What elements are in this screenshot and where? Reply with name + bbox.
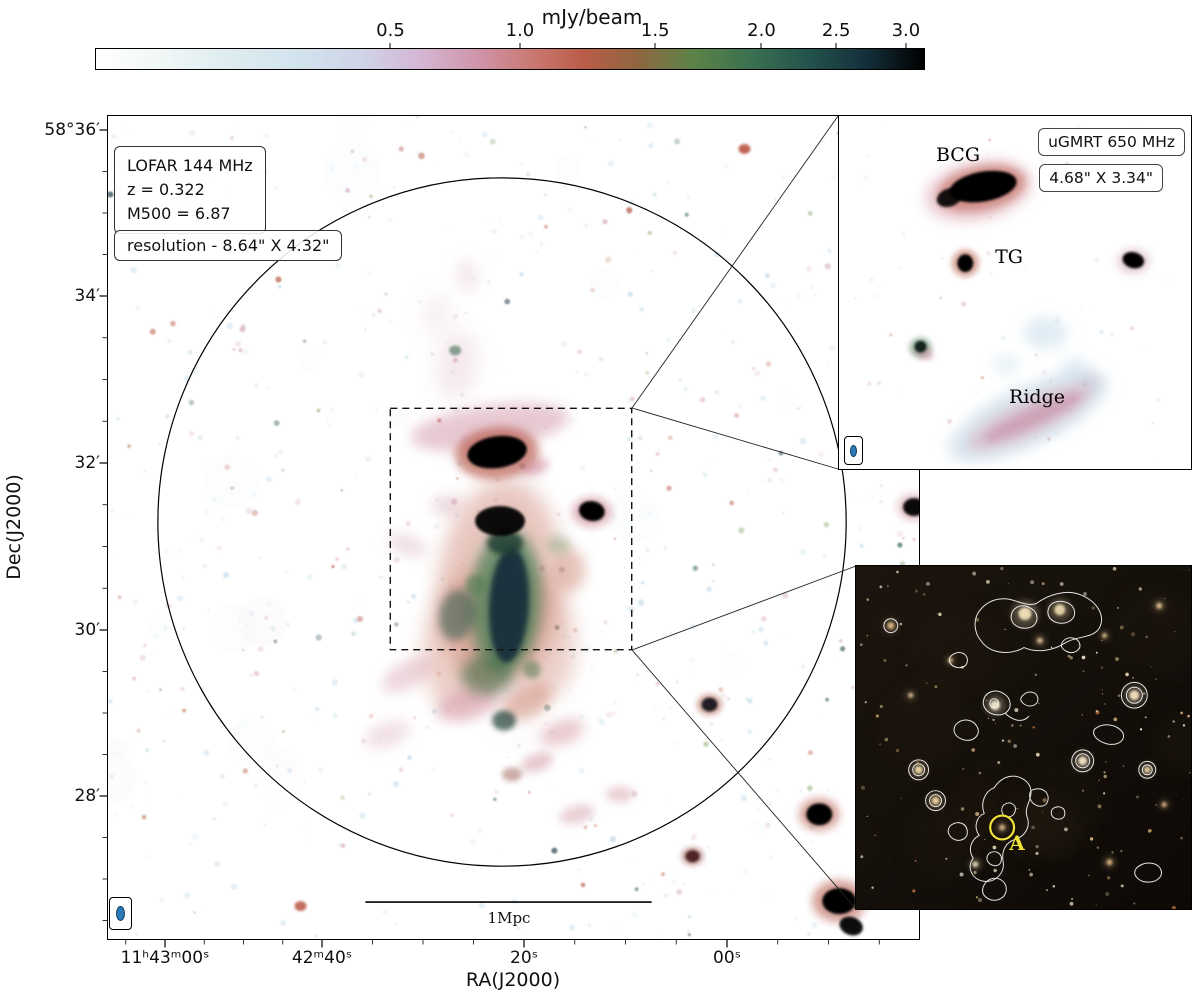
colorbar [95, 48, 925, 70]
colorbar-tick-mark [835, 43, 837, 48]
radio-contours [883, 591, 1162, 901]
y-tick-label: 28′ [74, 786, 101, 806]
ridge-label: Ridge [1009, 386, 1065, 408]
bcg-label: BCG [935, 144, 981, 166]
resolution-text: resolution - 8.64" X 4.32" [127, 236, 330, 255]
x-tick-label: 00ˢ [713, 948, 741, 968]
colorbar-tick-mark [519, 43, 521, 48]
colorbar-tick-mark [760, 43, 762, 48]
tg-label: TG [995, 246, 1023, 268]
y-tick-label: 34′ [74, 286, 101, 306]
ugmrt-resolution-text: 4.68" X 3.34" [1049, 169, 1153, 187]
y-tick-label: 58°36′ [44, 120, 100, 140]
colorbar-tick-label: 3.0 [891, 20, 921, 41]
beam-indicator [109, 897, 132, 930]
ugmrt-inset-panel: BCG TG Ridge uGMRT 650 MHz 4.68" X 3.34" [838, 115, 1192, 470]
cluster-region-circle [157, 177, 847, 867]
colorbar-ticks: 0.5 1.0 1.5 2.0 2.5 3.0 [95, 20, 925, 48]
x-axis-label: RA(J2000) [465, 969, 561, 991]
colorbar-tick-label: 0.5 [376, 20, 405, 41]
inset-radio-sources [909, 159, 1150, 463]
beam-ellipse-icon [116, 906, 125, 921]
info-line-telescope: LOFAR 144 MHz [127, 156, 253, 175]
colorbar-tick-mark [654, 43, 656, 48]
x-tick-label: 42ᵐ40ˢ [291, 948, 353, 968]
source-a-circle [989, 814, 1016, 841]
info-line-mass: M500 = 6.87 [127, 204, 231, 223]
x-tick-label: 20ˢ [510, 948, 538, 968]
info-line-redshift: z = 0.322 [127, 180, 205, 199]
resolution-box: resolution - 8.64" X 4.32" [114, 230, 343, 261]
colorbar-tick-label: 2.0 [747, 20, 776, 41]
optical-haze [856, 585, 1191, 879]
colorbar-tick-label: 2.5 [821, 20, 851, 41]
y-axis-label: Dec(J2000) [3, 474, 25, 580]
colorbar-tick-mark [389, 43, 391, 48]
scale-bar-label: 1Mpc [487, 909, 531, 927]
ugmrt-title-box: uGMRT 650 MHz [1038, 128, 1185, 156]
colorbar-tick-label: 1.5 [640, 20, 670, 41]
colorbar-tick-label: 1.0 [505, 20, 535, 41]
main-map-panel: LOFAR 144 MHz z = 0.322 M500 = 6.87 reso… [107, 115, 920, 940]
y-tick-label: 32′ [74, 453, 101, 473]
y-tick-label: 30′ [74, 620, 101, 640]
x-tick-label: 11ʰ43ᵐ00ˢ [120, 948, 210, 968]
cluster-info-box: LOFAR 144 MHz z = 0.322 M500 = 6.87 [114, 146, 266, 234]
ugmrt-beam-indicator [844, 436, 863, 465]
radio-sources [294, 143, 919, 936]
source-a-label: A [1009, 831, 1025, 855]
colorbar-tick-mark [905, 43, 907, 48]
ugmrt-title-text: uGMRT 650 MHz [1048, 133, 1175, 151]
colorbar-title: mJy/beam [541, 5, 643, 29]
optical-inset-panel: A [855, 565, 1192, 910]
ugmrt-beam-ellipse-icon [850, 444, 857, 457]
ugmrt-resolution-box: 4.68" X 3.34" [1039, 164, 1163, 192]
